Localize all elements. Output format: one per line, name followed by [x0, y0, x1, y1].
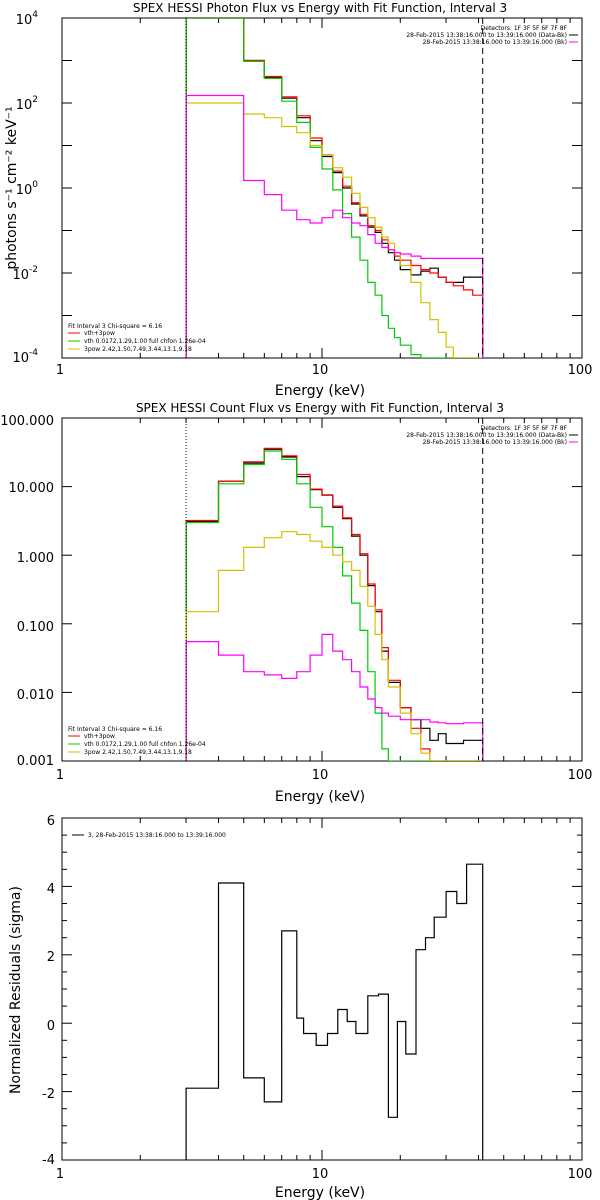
photon-ylabel: photons s⁻¹ cm⁻² keV⁻¹ — [4, 106, 20, 269]
photon-series-group — [185, 18, 484, 358]
residuals-legend-text: 3, 28-Feb-2015 13:38:16.000 to 13:39:16.… — [88, 832, 226, 839]
count-fit-legend: Fit Interval 3 Chi-square = 6.16 vth+3po… — [68, 726, 206, 756]
photon-panel-title: SPEX HESSI Photon Flux vs Energy with Fi… — [133, 1, 507, 15]
photon-xtick-10: 10 — [312, 363, 329, 378]
photon-detectors-text: Detectors: 1F 3F 5F 6F 7F 8F — [481, 25, 568, 32]
photon-info-legend: Detectors: 1F 3F 5F 6F 7F 8F 28-Feb-2015… — [406, 25, 578, 46]
series-3-28-feb-2015-13-38-16-000-to-13-39-16-000-line — [185, 863, 484, 1160]
count-fit-vth-legend-text: vth 0.0172,1.29,1.00 full chfon 1.26e-04 — [84, 741, 206, 748]
residuals-ytick-4: 4 — [47, 882, 55, 897]
series-vth-line — [185, 450, 483, 761]
count-axis-ticks — [61, 417, 583, 762]
count-detectors-text: Detectors: 1F 3F 5F 6F 7F 8F — [481, 425, 568, 432]
photon-fit-3pow-legend-text: 3pow 2.42,1.50,7.49,3.44,13.1,9.18 — [84, 346, 192, 353]
photon-xlabel: Energy (keV) — [275, 383, 365, 399]
residuals-ytick-6: 6 — [47, 814, 55, 829]
residuals-ytick-minus4: -4 — [42, 1153, 55, 1168]
series-bk-line — [185, 633, 484, 761]
count-plot-frame — [61, 417, 583, 762]
residuals-ylabel: Normalized Residuals (sigma) — [8, 886, 24, 1094]
residuals-ytick-0: 0 — [47, 1019, 55, 1034]
count-panel-title: SPEX HESSI Count Flux vs Energy with Fit… — [136, 401, 504, 415]
count-xtick-1: 1 — [56, 768, 64, 783]
count-ytick-0.001: 0.001 — [17, 754, 54, 769]
residuals-plot-frame — [61, 817, 583, 1161]
photon-xtick-100: 100 — [568, 363, 593, 378]
residuals-xtick-100: 100 — [568, 1167, 593, 1182]
photon-plot-frame — [61, 17, 583, 359]
residuals-ytick-minus2: -2 — [42, 1087, 55, 1102]
residuals-panel: 1 10 100 Energy (keV) 6 4 2 0 -2 -4 Norm… — [8, 814, 592, 1200]
photon-data-bk-legend-text: 28-Feb-2015 13:38:16.000 to 13:39:16.000… — [406, 32, 567, 39]
series-vth-3pow-line — [185, 18, 484, 358]
count-fit-range-lines — [185, 418, 484, 761]
count-ytick-0.1: 0.100 — [17, 620, 54, 635]
residuals-xtick-1: 1 — [56, 1167, 64, 1182]
photon-ytick-1e-2: 10-2 — [12, 265, 38, 283]
count-xtick-100: 100 — [568, 768, 593, 783]
count-fit-total-legend-text: vth+3pow — [84, 733, 115, 740]
photon-xtick-1: 1 — [56, 363, 64, 378]
photon-fit-range-lines — [185, 18, 484, 358]
photon-bk-legend-text: 28-Feb-2015 13:38:16.000 to 13:39:16.000… — [423, 39, 567, 46]
count-fit-chi-text: Fit Interval 3 Chi-square = 6.16 — [68, 726, 162, 733]
count-bk-legend-text: 28-Feb-2015 13:38:16.000 to 13:39:16.000… — [423, 439, 567, 446]
count-data-bk-legend-text: 28-Feb-2015 13:38:16.000 to 13:39:16.000… — [406, 432, 567, 439]
count-xtick-10: 10 — [312, 768, 329, 783]
series-vth-3pow-line — [185, 447, 483, 761]
residuals-xtick-10: 10 — [312, 1167, 329, 1182]
photon-fit-legend: Fit Interval 3 Chi-square = 6.16 vth+3po… — [68, 323, 206, 353]
count-ytick-0.01: 0.010 — [17, 688, 54, 703]
count-flux-panel: SPEX HESSI Count Flux vs Energy with Fit… — [0, 401, 592, 805]
photon-ytick-1e0: 100 — [16, 180, 39, 198]
residuals-xlabel: Energy (keV) — [275, 1185, 365, 1200]
residuals-series-group — [185, 863, 484, 1160]
residuals-ytick-2: 2 — [47, 950, 55, 965]
series-3pow-line — [185, 531, 483, 761]
series-data-bk-line — [185, 448, 484, 761]
photon-fit-total-legend-text: vth+3pow — [84, 330, 115, 337]
series-3pow-line — [185, 102, 483, 358]
count-ytick-100: 100.000 — [0, 414, 54, 429]
count-info-legend: Detectors: 1F 3F 5F 6F 7F 8F 28-Feb-2015… — [406, 425, 578, 446]
photon-fit-vth-legend-text: vth 0.0172,1.29,1.00 full chfon 1.26e-04 — [84, 338, 206, 345]
residuals-legend: 3, 28-Feb-2015 13:38:16.000 to 13:39:16.… — [72, 832, 226, 839]
photon-flux-panel: SPEX HESSI Photon Flux vs Energy with Fi… — [4, 1, 592, 399]
photon-axis-ticks — [61, 17, 583, 359]
residuals-axis-ticks — [61, 817, 583, 1161]
series-vth-line — [185, 18, 483, 358]
series-data-bk-line — [185, 18, 484, 358]
photon-ytick-1e2: 102 — [16, 95, 38, 113]
count-ytick-1: 1.000 — [17, 551, 54, 566]
photon-ytick-1e4: 104 — [16, 10, 39, 28]
photon-fit-chi-text: Fit Interval 3 Chi-square = 6.16 — [68, 323, 162, 330]
count-series-group — [185, 447, 484, 761]
photon-ytick-1e-4: 10-4 — [12, 348, 38, 366]
count-fit-3pow-legend-text: 3pow 2.42,1.50,7.49,3.44,13.1,9.18 — [84, 749, 192, 756]
series-bk-line — [185, 94, 484, 358]
count-xlabel: Energy (keV) — [275, 789, 365, 805]
count-ytick-10: 10.000 — [9, 481, 55, 496]
